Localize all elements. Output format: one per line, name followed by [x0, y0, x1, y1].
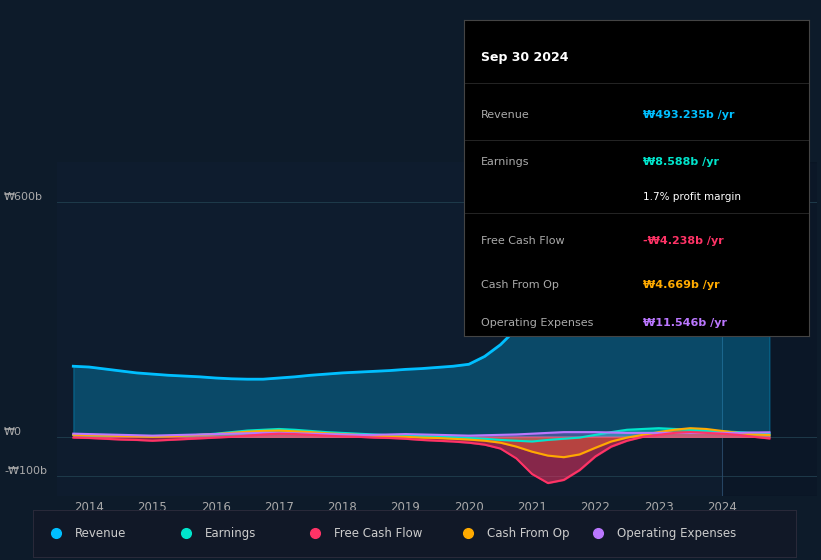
Text: Free Cash Flow: Free Cash Flow — [481, 236, 565, 246]
Text: ₩493.235b /yr: ₩493.235b /yr — [643, 110, 735, 119]
Text: Free Cash Flow: Free Cash Flow — [334, 527, 423, 540]
Text: Cash From Op: Cash From Op — [481, 281, 559, 291]
Text: -₩100b: -₩100b — [4, 466, 47, 476]
Text: Sep 30 2024: Sep 30 2024 — [481, 51, 569, 64]
Text: Operating Expenses: Operating Expenses — [481, 318, 594, 328]
Bar — [722, 162, 821, 496]
Text: 1.7% profit margin: 1.7% profit margin — [643, 192, 741, 202]
Text: ₩11.546b /yr: ₩11.546b /yr — [643, 318, 727, 328]
Text: ₩4.669b /yr: ₩4.669b /yr — [643, 281, 720, 291]
Text: Revenue: Revenue — [481, 110, 530, 119]
Text: ₩600b: ₩600b — [4, 192, 44, 202]
Text: Operating Expenses: Operating Expenses — [617, 527, 736, 540]
Text: -₩4.238b /yr: -₩4.238b /yr — [643, 236, 724, 246]
Text: Earnings: Earnings — [481, 157, 530, 167]
Text: Earnings: Earnings — [204, 527, 256, 540]
Text: Cash From Op: Cash From Op — [487, 527, 570, 540]
Text: Revenue: Revenue — [75, 527, 126, 540]
Text: ₩0: ₩0 — [4, 427, 22, 437]
Text: ₩8.588b /yr: ₩8.588b /yr — [643, 157, 719, 167]
